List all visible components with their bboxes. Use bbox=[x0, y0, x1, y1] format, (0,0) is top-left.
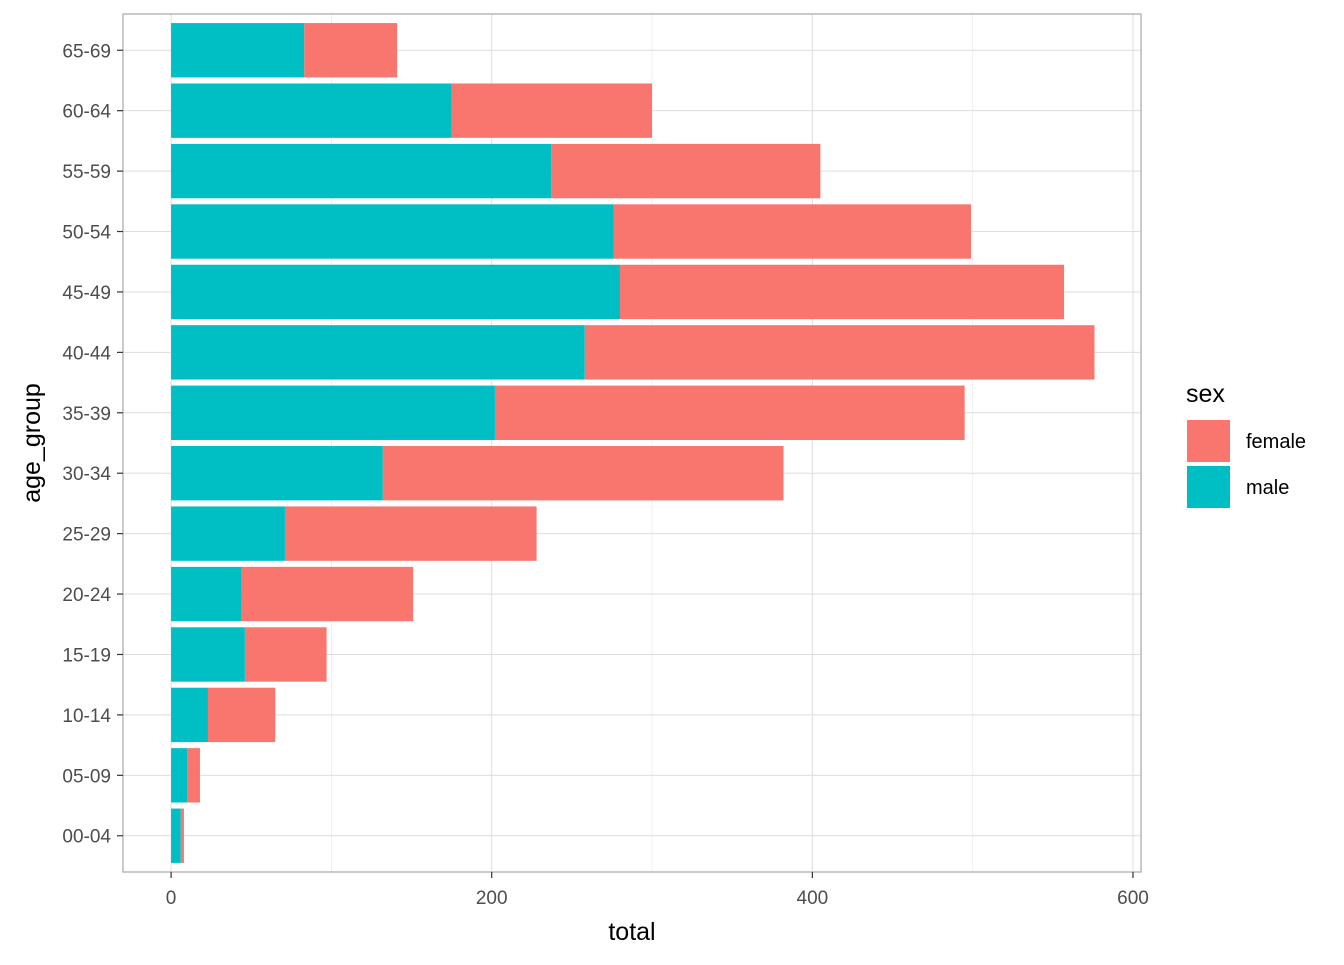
bar-female-35-39 bbox=[494, 385, 965, 440]
bar-female-55-59 bbox=[551, 143, 821, 199]
bar-male-05-09 bbox=[171, 748, 188, 803]
panel-border bbox=[122, 13, 1142, 873]
legend: sex female male bbox=[1186, 380, 1306, 508]
x-tick-label: 0 bbox=[166, 888, 177, 909]
bar-female-65-69 bbox=[304, 23, 398, 78]
bar-female-30-34 bbox=[382, 446, 784, 501]
bar-male-10-14 bbox=[171, 687, 208, 743]
legend-key-female bbox=[1187, 420, 1230, 462]
legend-key-male bbox=[1187, 466, 1230, 508]
x-axis-title: total bbox=[608, 918, 655, 946]
bar-male-35-39 bbox=[171, 385, 495, 440]
y-tick-label: 25-29 bbox=[62, 525, 111, 546]
bar-female-50-54 bbox=[613, 204, 972, 259]
bar-female-10-14 bbox=[207, 687, 276, 743]
x-tick-label: 200 bbox=[476, 888, 508, 909]
y-tick-label: 20-24 bbox=[62, 585, 111, 606]
bar-female-15-19 bbox=[244, 627, 327, 682]
bar-male-20-24 bbox=[171, 566, 242, 622]
bar-female-45-49 bbox=[619, 264, 1065, 320]
y-tick-label: 65-69 bbox=[62, 41, 111, 62]
x-tick-label: 600 bbox=[1117, 888, 1149, 909]
legend-label-male: male bbox=[1246, 477, 1289, 499]
bar-male-30-34 bbox=[171, 446, 383, 501]
y-tick-label: 40-44 bbox=[62, 343, 111, 364]
y-axis-title: age_group bbox=[18, 383, 46, 503]
bar-female-40-44 bbox=[584, 325, 1095, 380]
bar-female-00-04 bbox=[180, 808, 184, 863]
y-tick-label: 35-39 bbox=[62, 404, 111, 425]
bar-female-20-24 bbox=[241, 566, 414, 622]
bar-male-40-44 bbox=[171, 325, 585, 380]
bar-male-60-64 bbox=[171, 83, 452, 138]
y-tick-label: 00-04 bbox=[62, 827, 111, 848]
bar-female-60-64 bbox=[451, 83, 653, 138]
y-tick-label: 55-59 bbox=[62, 162, 111, 183]
y-tick-label: 15-19 bbox=[62, 645, 111, 666]
bar-female-05-09 bbox=[187, 748, 200, 803]
bar-male-65-69 bbox=[171, 23, 305, 78]
axes: 00-04 05-09 10-14 15-19 20-24 25-29 30-34 35-39… bbox=[62, 41, 1148, 909]
bar-male-15-19 bbox=[171, 627, 245, 682]
y-tick-label: 45-49 bbox=[62, 283, 111, 304]
legend-title: sex bbox=[1186, 380, 1225, 408]
bar-male-25-29 bbox=[171, 506, 285, 561]
legend-label-female: female bbox=[1246, 431, 1306, 453]
bar-male-45-49 bbox=[171, 264, 620, 320]
bar-male-55-59 bbox=[171, 143, 552, 199]
bar-female-25-29 bbox=[284, 506, 537, 561]
bars bbox=[171, 23, 1095, 863]
y-tick-label: 50-54 bbox=[62, 223, 111, 244]
bar-male-50-54 bbox=[171, 204, 614, 259]
y-tick-label: 05-09 bbox=[62, 766, 111, 787]
y-tick-label: 60-64 bbox=[62, 102, 111, 123]
bar-male-00-04 bbox=[171, 808, 181, 863]
x-tick-label: 400 bbox=[797, 888, 829, 909]
y-tick-label: 30-34 bbox=[62, 464, 111, 485]
y-tick-label: 10-14 bbox=[62, 706, 111, 727]
panel-background bbox=[123, 14, 1141, 872]
